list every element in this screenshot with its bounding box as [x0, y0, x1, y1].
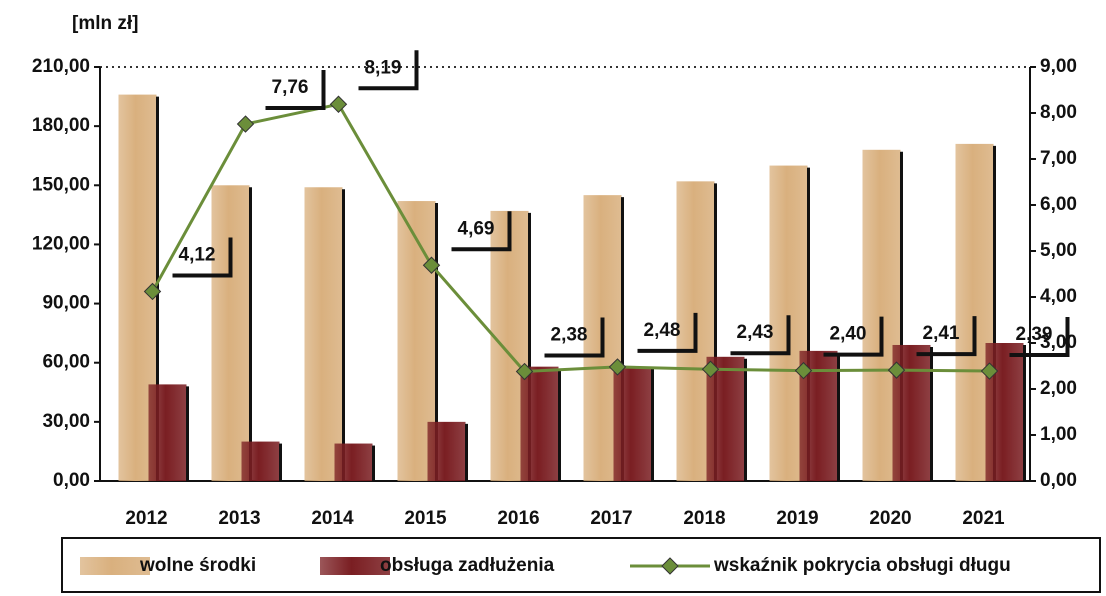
line-marker [794, 361, 813, 380]
line-marker [236, 115, 255, 133]
line-marker [422, 256, 441, 274]
y-tick-label: 30,00 [42, 411, 90, 432]
y2-tick-label: 6,00 [1040, 194, 1077, 215]
y-tick-label: 0,00 [53, 470, 90, 491]
line-marker [143, 282, 162, 301]
y2-tick-label: 7,00 [1040, 148, 1077, 169]
bar [304, 187, 343, 481]
legend-box [61, 537, 1101, 593]
bar [148, 384, 187, 481]
x-tick-label: 2020 [869, 508, 911, 529]
data-label: 4,69 [458, 218, 495, 239]
line-marker [980, 362, 999, 380]
legend-label: wolne środki [139, 555, 256, 576]
data-label-bracket [544, 317, 605, 358]
bar [241, 441, 280, 481]
data-label-bracket [451, 211, 512, 252]
y-tick-label: 150,00 [32, 174, 90, 195]
line [151, 102, 990, 374]
data-label-bracket [358, 50, 419, 91]
bar [985, 343, 1024, 481]
data-label-bracket [916, 316, 977, 357]
data-label-bracket [172, 237, 233, 278]
data-label: 2,40 [830, 324, 867, 345]
data-label-bracket [265, 70, 326, 111]
y-tick-label: 120,00 [32, 233, 90, 254]
line-marker [887, 361, 906, 379]
y2-tick-label: 8,00 [1040, 102, 1077, 123]
data-label-bracket [637, 312, 698, 353]
x-tick-label: 2019 [776, 508, 818, 529]
y2-tick-label: 0,00 [1040, 470, 1077, 491]
y-axis-label: [mln zł] [72, 13, 139, 34]
data-label-bracket [823, 316, 884, 357]
line-marker [608, 358, 627, 376]
y-tick-label: 90,00 [42, 293, 90, 314]
bar [334, 443, 373, 481]
line-marker [701, 360, 720, 378]
legend-swatch [80, 557, 150, 575]
line-marker [515, 362, 534, 381]
y2-tick-label: 2,00 [1040, 378, 1077, 399]
bar [613, 366, 652, 481]
data-label: 4,12 [179, 244, 216, 265]
x-tick-label: 2021 [962, 508, 1005, 529]
y-tick-label: 60,00 [42, 352, 90, 373]
bar [520, 366, 559, 481]
legend-marker [661, 557, 679, 575]
x-tick-label: 2013 [218, 508, 260, 529]
x-tick-label: 2018 [683, 508, 725, 529]
data-label: 2,39 [1016, 324, 1053, 345]
bar [706, 356, 745, 481]
x-tick-label: 2012 [125, 508, 167, 529]
x-tick-label: 2017 [590, 508, 632, 529]
data-label-bracket [1009, 317, 1070, 358]
legend-swatch [320, 557, 390, 575]
data-label: 7,76 [272, 77, 309, 98]
data-label: 2,38 [551, 325, 588, 346]
bar [211, 185, 250, 482]
y2-tick-label: 9,00 [1040, 56, 1077, 77]
bar [427, 421, 466, 481]
x-tick-label: 2016 [497, 508, 539, 529]
y-tick-label: 180,00 [32, 115, 90, 136]
legend-label: wskaźnik pokrycia obsługi długu [713, 555, 1011, 576]
y2-tick-label: 5,00 [1040, 240, 1077, 261]
data-label: 2,41 [923, 323, 960, 344]
y-tick-label: 210,00 [32, 56, 90, 77]
y2-tick-label: 4,00 [1040, 286, 1077, 307]
line-marker [329, 95, 348, 113]
y2-tick-label: 1,00 [1040, 424, 1077, 445]
data-label: 8,19 [365, 57, 402, 78]
x-tick-label: 2014 [311, 508, 354, 529]
legend-label: obsługa zadłużenia [380, 555, 555, 576]
data-label: 2,48 [644, 320, 681, 341]
x-tick-label: 2015 [404, 508, 447, 529]
data-label: 2,43 [737, 322, 774, 343]
data-label-bracket [730, 315, 791, 356]
